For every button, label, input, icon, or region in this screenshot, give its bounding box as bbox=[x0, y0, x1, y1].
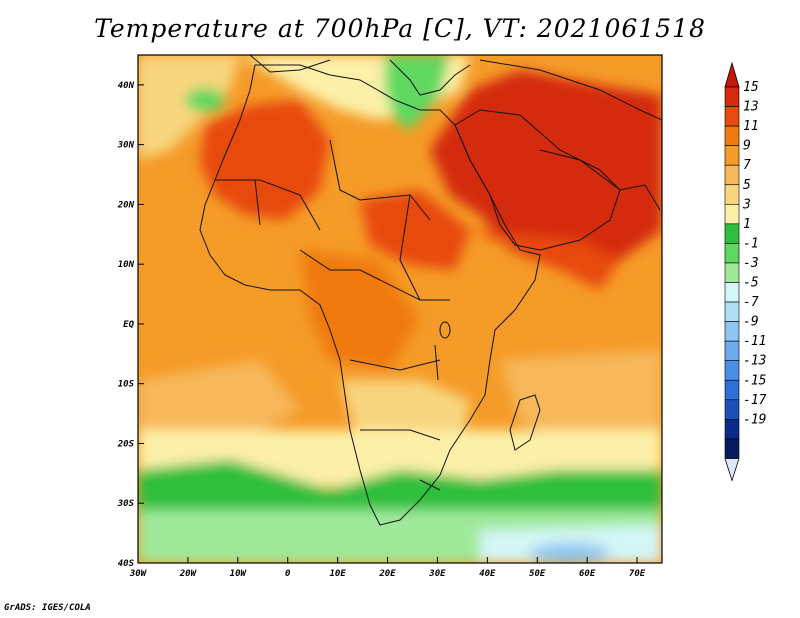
x-tick-label: 10E bbox=[329, 569, 346, 579]
y-tick-label: 40S bbox=[118, 559, 135, 569]
colorbar-label: 9 bbox=[743, 139, 751, 154]
y-tick-label: 10S bbox=[118, 380, 135, 390]
colorbar-swatch bbox=[724, 86, 740, 107]
colorbar-label: 11 bbox=[743, 119, 759, 134]
colorbar-swatch bbox=[724, 360, 740, 381]
colorbar-swatch bbox=[724, 145, 740, 166]
x-tick-label: 20W bbox=[179, 569, 198, 579]
colorbar-swatch bbox=[724, 321, 740, 342]
colorbar-label: 5 bbox=[743, 178, 751, 193]
colorbar-label: 15 bbox=[743, 80, 759, 95]
colorbar-label: 3 bbox=[742, 197, 751, 212]
y-tick-label: EQ bbox=[123, 320, 134, 330]
x-tick-label: 70E bbox=[629, 569, 646, 579]
x-tick-label: 10W bbox=[230, 569, 248, 579]
y-tick-label: 20S bbox=[117, 439, 135, 449]
colorbar-label: -15 bbox=[743, 373, 767, 388]
y-axis: 40N 30N 20N 10N EQ 10S 20S 30S 40S bbox=[117, 81, 144, 569]
colorbar-top-arrow bbox=[724, 61, 740, 88]
colorbar-swatch bbox=[724, 262, 740, 283]
colorbar-swatch bbox=[724, 301, 740, 322]
y-tick-label: 40N bbox=[118, 81, 135, 91]
x-tick-label: 20E bbox=[378, 569, 396, 579]
colorbar-swatch bbox=[724, 399, 740, 420]
coastlines bbox=[199, 55, 662, 526]
colorbar-swatch bbox=[724, 340, 740, 361]
colorbar-swatch bbox=[724, 379, 740, 401]
colorbar-label: -5 bbox=[743, 276, 759, 291]
colorbar-swatch bbox=[724, 243, 740, 264]
colorbar-label: -7 bbox=[743, 295, 759, 310]
x-tick-label: 30W bbox=[129, 569, 148, 579]
map-title: Temperature at 700hPa [C], VT: 202106151… bbox=[94, 14, 706, 43]
y-tick-label: 10N bbox=[118, 260, 135, 270]
colorbar-label: -17 bbox=[743, 393, 767, 408]
colorbar-swatch bbox=[724, 223, 740, 244]
colorbar-label: 7 bbox=[743, 158, 751, 173]
temperature-field bbox=[138, 55, 662, 563]
colorbar-swatch bbox=[724, 438, 740, 459]
x-tick-label: 60E bbox=[579, 569, 596, 579]
x-tick-label: 50E bbox=[529, 569, 546, 579]
colorbar-label: -11 bbox=[743, 334, 766, 349]
y-tick-label: 20N bbox=[117, 200, 135, 210]
colorbar-label: -19 bbox=[743, 412, 766, 427]
colorbar-label: 1 bbox=[743, 217, 751, 232]
colorbar-label: -1 bbox=[743, 236, 759, 251]
x-axis: 30W 20W 10W 0 10E 20E 30E 40E 50E 60E 70E bbox=[129, 557, 646, 579]
colorbar-swatch bbox=[724, 164, 740, 186]
colorbar-swatch bbox=[724, 419, 740, 440]
colorbar-swatch bbox=[724, 106, 740, 127]
colorbar-swatch bbox=[724, 282, 740, 303]
y-tick-label: 30N bbox=[117, 141, 135, 151]
colorbar-label: 13 bbox=[743, 100, 759, 115]
colorbar-bottom-arrow bbox=[724, 458, 740, 482]
colorbar-swatch bbox=[724, 204, 740, 225]
x-tick-label: 0 bbox=[285, 569, 291, 579]
x-tick-label: 30E bbox=[428, 569, 446, 579]
footer-credit: GrADS: IGES/COLA bbox=[4, 603, 91, 613]
colorbar-label: -13 bbox=[743, 354, 766, 369]
colorbar-label: -9 bbox=[743, 315, 759, 330]
plot-frame bbox=[137, 54, 663, 564]
colorbar-swatch bbox=[724, 125, 740, 146]
y-tick-label: 30S bbox=[117, 499, 135, 509]
x-tick-label: 40E bbox=[479, 569, 496, 579]
colorbar-swatch bbox=[724, 184, 740, 205]
colorbar: 15 13 11 9 7 5 3 1 -1 -3 -5 -7 -9 -11 -13 -15 -17 -19 bbox=[724, 61, 767, 482]
colorbar-label: -3 bbox=[743, 256, 759, 271]
